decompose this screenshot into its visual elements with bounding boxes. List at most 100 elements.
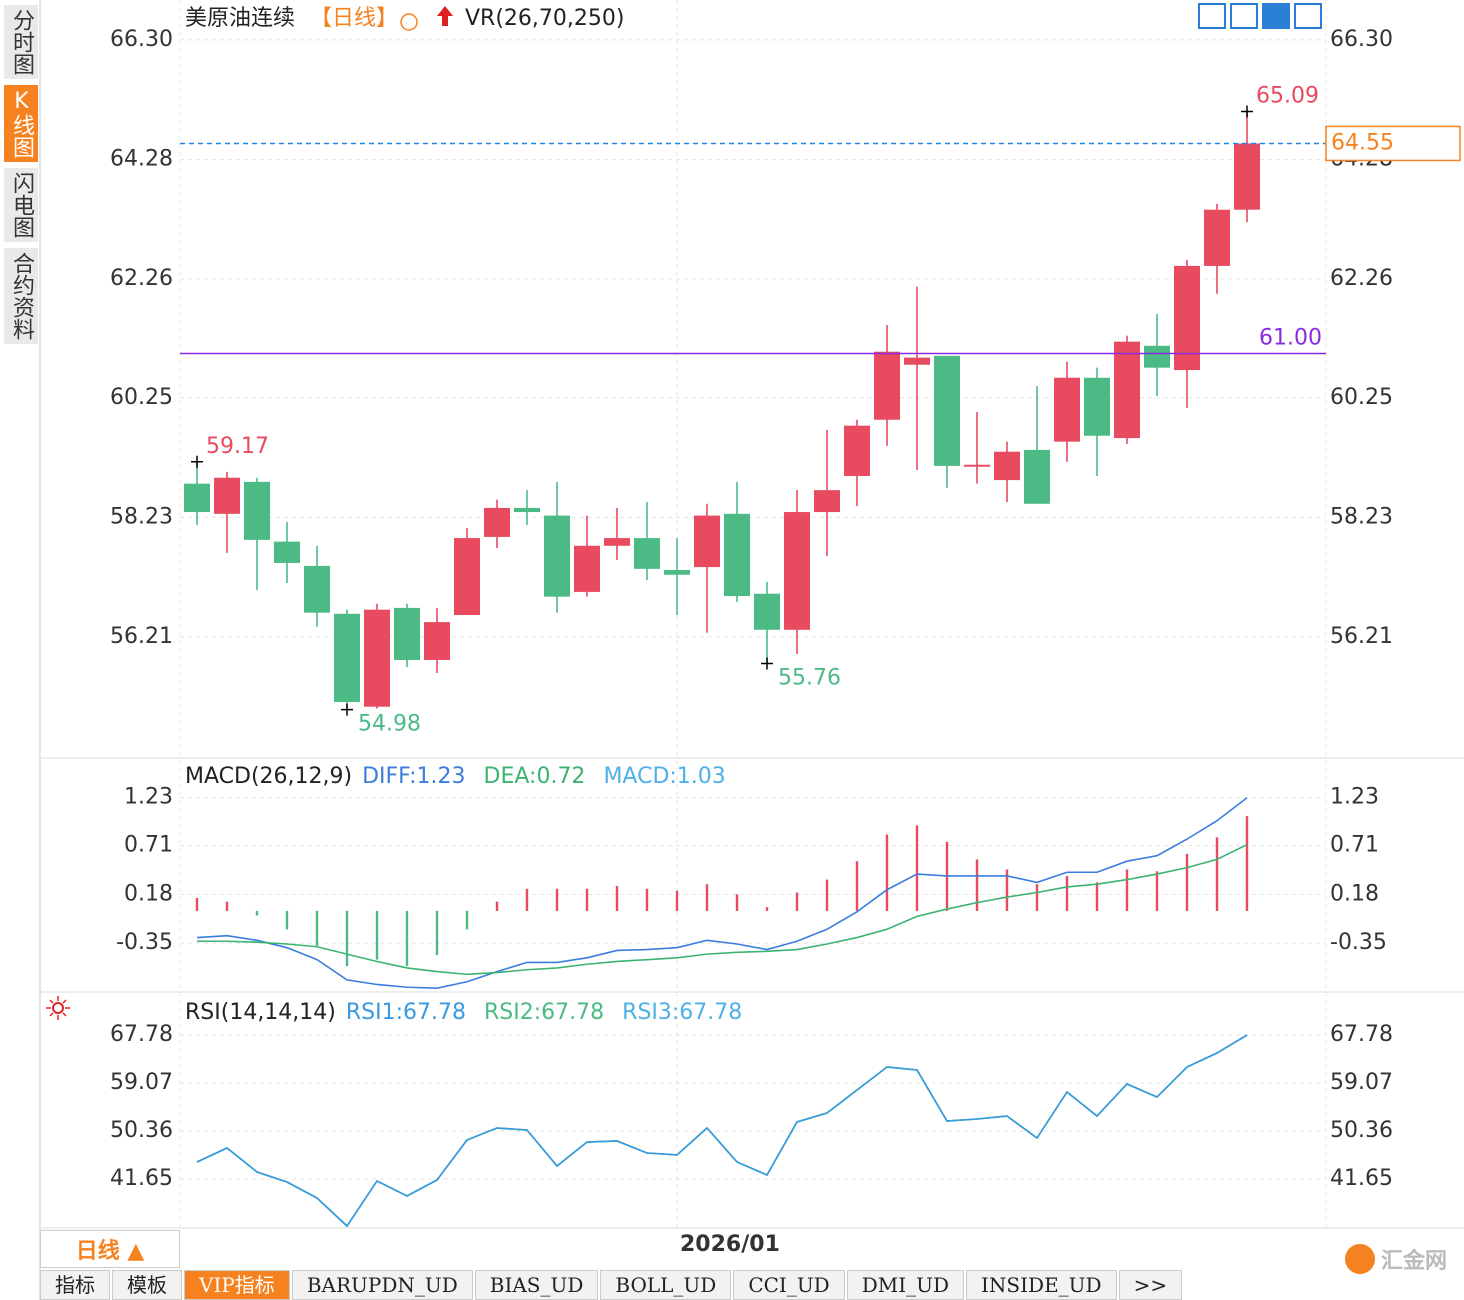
indicator-tab[interactable]: CCI_UD (733, 1270, 845, 1300)
indicator-tab[interactable]: BOLL_UD (600, 1270, 732, 1300)
candle-body (1024, 449, 1050, 504)
candle-body (364, 609, 390, 707)
y-tick-label: 62.26 (110, 266, 173, 291)
candle-body (454, 538, 480, 616)
macd-bar (1155, 871, 1159, 911)
y-tick-label-right: 67.78 (1330, 1022, 1393, 1047)
macd-bar (285, 910, 289, 930)
sidebar: 分时图 K线图 闪电图 合约资料 (4, 5, 38, 350)
macd-bar (855, 861, 859, 911)
macd-bar (1215, 837, 1219, 911)
extreme-marker (341, 703, 353, 716)
candle-body (394, 607, 420, 660)
macd-bar (375, 910, 379, 960)
toolbar-icons (1198, 3, 1322, 29)
tool-icon[interactable] (1262, 3, 1290, 29)
indicator-tab[interactable]: BARUPDN_UD (291, 1270, 473, 1300)
candle-body (334, 613, 360, 702)
legend-entry: DIFF:1.23 (362, 764, 465, 789)
candle-body (484, 507, 510, 537)
indicator-tab[interactable]: 模板 (112, 1270, 182, 1300)
sidebar-tab[interactable]: 闪电图 (4, 168, 38, 242)
indicator-tab[interactable]: DMI_UD (846, 1270, 965, 1300)
macd-line (197, 843, 1248, 976)
tool-icon[interactable] (1198, 3, 1226, 29)
indicator-tab[interactable]: >> (1118, 1270, 1183, 1300)
macd-bar (405, 910, 409, 967)
macd-bars (195, 816, 1249, 967)
candle-body (694, 515, 720, 568)
macd-bar (495, 901, 499, 911)
macd-bar (435, 910, 439, 956)
y-tick-label: 60.25 (110, 385, 173, 410)
macd-bar (345, 910, 349, 967)
macd-bar (795, 892, 799, 911)
macd-bar (255, 910, 259, 916)
macd-bar (1125, 869, 1129, 911)
legend-entry: MACD:1.03 (603, 764, 725, 789)
logo-icon (1345, 1244, 1375, 1274)
y-tick-label-right: 50.36 (1330, 1118, 1393, 1143)
y-tick-label: 66.30 (110, 27, 173, 52)
y-tick-label: -0.35 (116, 930, 173, 955)
period-button[interactable]: 日线 ▲ (40, 1230, 180, 1268)
candle-body (724, 513, 750, 597)
legend-entry: RSI3:67.78 (622, 1000, 742, 1025)
y-tick-label: 1.23 (124, 785, 173, 810)
candle-body (874, 351, 900, 420)
candle-body (1084, 377, 1110, 436)
candle-body (244, 481, 270, 540)
candle-body (634, 538, 660, 569)
candle-body (544, 515, 570, 597)
candle-body (1114, 341, 1140, 439)
candle-body (1234, 143, 1260, 210)
y-tick-label: 64.28 (110, 146, 173, 171)
macd-bar (1185, 853, 1189, 911)
candle-body (574, 545, 600, 592)
y-tick-label: 67.78 (110, 1022, 173, 1047)
indicator-label: VR(26,70,250) (465, 6, 624, 31)
candle-body (844, 425, 870, 476)
macd-bar (315, 910, 319, 946)
macd-bar (1035, 884, 1039, 911)
y-tick-label-right: -0.35 (1330, 930, 1387, 955)
y-tick-label: 41.65 (110, 1166, 173, 1191)
macd-bar (1245, 816, 1249, 911)
candle-body (1174, 265, 1200, 371)
extreme-marker (761, 657, 773, 670)
macd-bar (915, 825, 919, 911)
extreme-marker (1241, 105, 1253, 118)
last-price-label: 64.55 (1331, 130, 1394, 155)
add-icon[interactable] (400, 13, 418, 31)
indicator-tab[interactable]: BIAS_UD (474, 1270, 599, 1300)
candle-body (1054, 377, 1080, 442)
indicator-tab[interactable]: 指标 (40, 1270, 110, 1300)
settings-icon-core (52, 1002, 64, 1014)
macd-bar (705, 884, 709, 911)
y-tick-label: 59.07 (110, 1070, 173, 1095)
sidebar-tab[interactable]: K线图 (4, 85, 38, 162)
sidebar-tab[interactable]: 合约资料 (4, 248, 38, 344)
y-tick-label-right: 59.07 (1330, 1070, 1393, 1095)
candle-body (604, 538, 630, 546)
settings-icon[interactable] (46, 996, 70, 1020)
macd-bar (465, 910, 469, 930)
sidebar-tab[interactable]: 分时图 (4, 5, 38, 79)
macd-bar (585, 888, 589, 911)
candle-body (514, 507, 540, 513)
tool-icon[interactable] (1294, 3, 1322, 29)
indicator-tab[interactable]: INSIDE_UD (966, 1270, 1117, 1300)
candle-body (754, 593, 780, 630)
indicator-tab[interactable]: VIP指标 (184, 1270, 290, 1300)
rsi-title: RSI(14,14,14) (185, 1000, 336, 1025)
y-tick-label: 0.18 (124, 881, 173, 906)
candle-body (934, 355, 960, 466)
macd-bar (975, 859, 979, 911)
candle-body (214, 477, 240, 514)
y-tick-label-right: 0.18 (1330, 881, 1379, 906)
settings-icon-rays (46, 996, 70, 1020)
tool-icon[interactable] (1230, 3, 1258, 29)
reference-label: 61.00 (1259, 325, 1322, 350)
x-tick-label: 2026/01 (680, 1232, 780, 1257)
